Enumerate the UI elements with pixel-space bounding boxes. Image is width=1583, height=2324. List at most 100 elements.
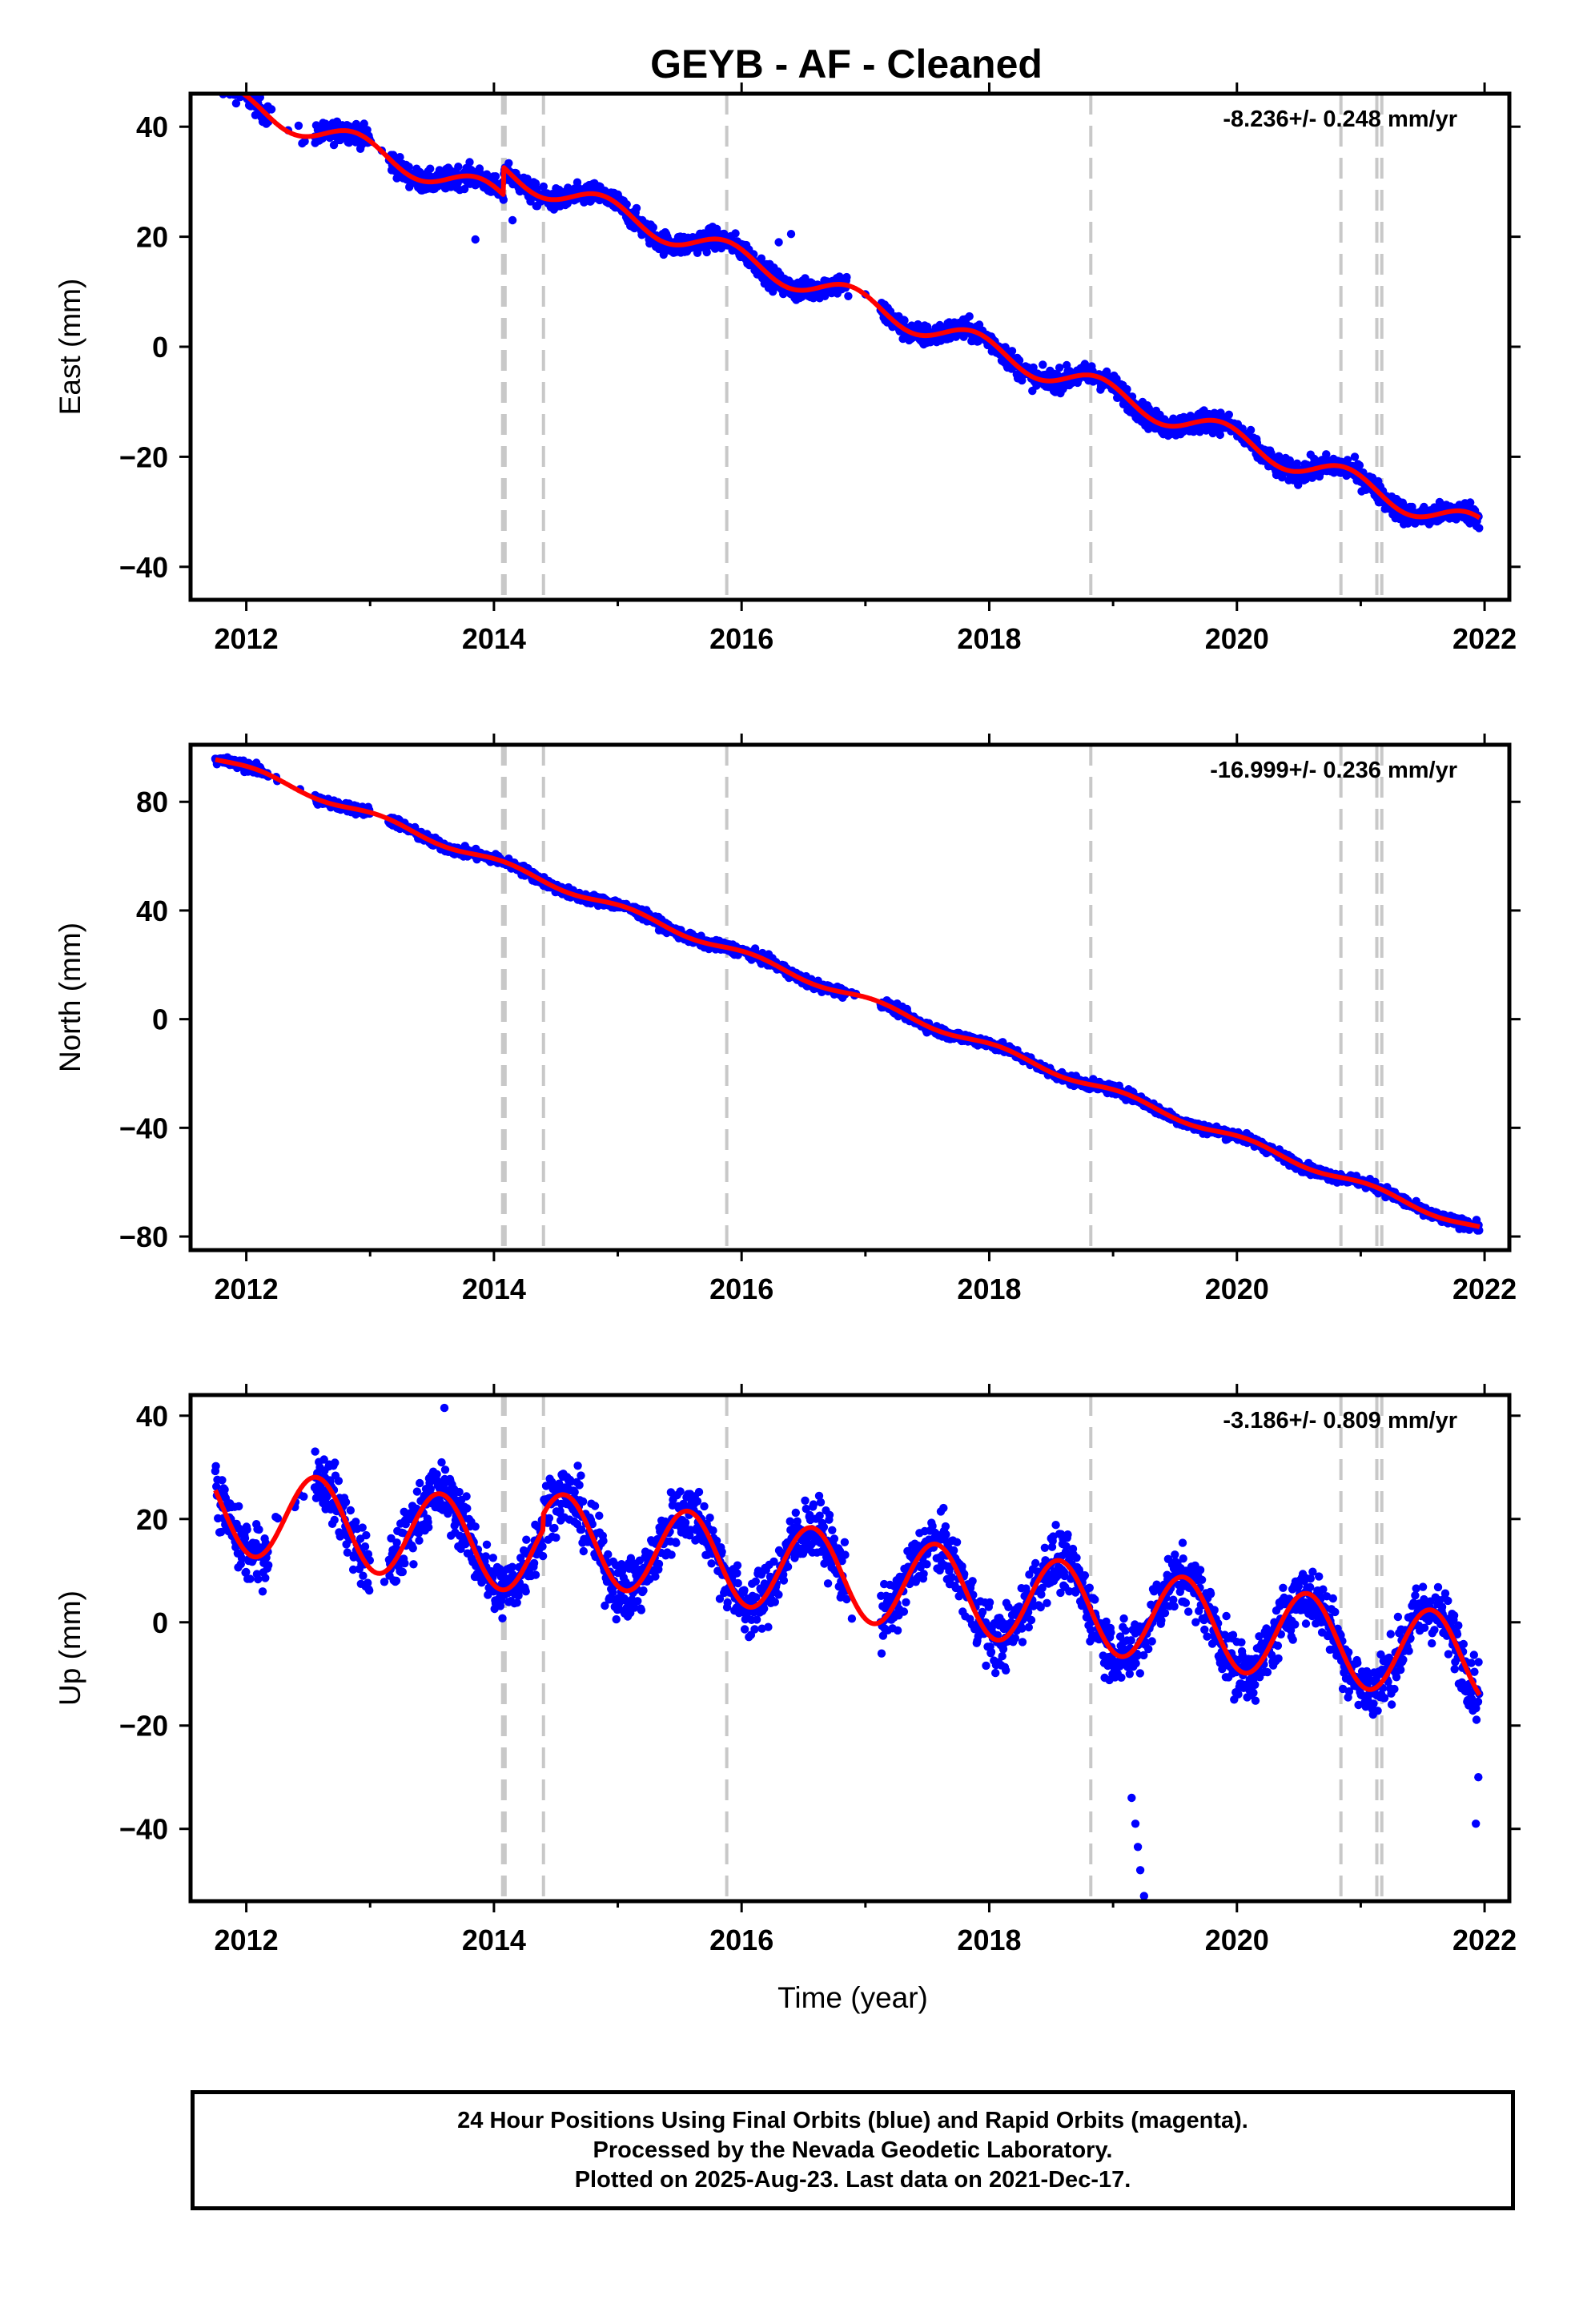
up-point xyxy=(240,1534,250,1542)
east-point xyxy=(844,292,853,300)
up-point xyxy=(358,1523,367,1532)
up-data-points xyxy=(211,1403,1484,1900)
up-point xyxy=(360,1542,370,1551)
east-point xyxy=(229,82,237,90)
east-rate-label: -8.236+/- 0.248 mm/yr xyxy=(1223,107,1457,132)
east-model-curve xyxy=(239,94,1482,521)
east-point xyxy=(404,163,413,171)
north-y-axis-label: North (mm) xyxy=(54,923,86,1072)
east-point xyxy=(232,80,240,88)
east-point xyxy=(215,82,223,90)
east-point xyxy=(499,195,508,204)
east-point xyxy=(1294,480,1303,489)
east-point xyxy=(842,272,851,282)
east-y-tick-label: 0 xyxy=(152,331,168,364)
up-point xyxy=(398,1567,407,1577)
east-point xyxy=(300,137,309,146)
east-point xyxy=(227,70,235,78)
east-x-tick-label: 2012 xyxy=(215,622,279,655)
up-point xyxy=(424,1523,433,1532)
east-point xyxy=(1208,428,1217,438)
east-point xyxy=(1350,452,1360,461)
east-y-tick-label: −20 xyxy=(119,440,168,473)
east-point xyxy=(504,159,513,167)
east-point xyxy=(1014,356,1024,365)
up-point xyxy=(352,1518,360,1526)
east-point-outlier xyxy=(786,230,796,239)
east-x-tick-label: 2020 xyxy=(1205,622,1269,655)
east-point xyxy=(965,312,974,321)
up-point xyxy=(440,1466,450,1474)
east-point xyxy=(217,79,225,87)
east-point xyxy=(222,80,230,88)
east-y-tick-label: 20 xyxy=(136,221,168,254)
east-point xyxy=(219,83,227,91)
up-point xyxy=(264,1561,273,1570)
east-point xyxy=(223,79,231,87)
east-point xyxy=(1039,360,1047,369)
up-point xyxy=(400,1558,409,1568)
up-point xyxy=(218,1476,227,1485)
east-point xyxy=(212,75,220,83)
east-point-outlier xyxy=(508,215,517,225)
up-point xyxy=(362,1530,371,1540)
east-point xyxy=(213,83,221,91)
east-y-tick-label: −40 xyxy=(119,551,168,584)
east-point xyxy=(1055,364,1064,372)
east-point xyxy=(267,105,276,114)
up-point xyxy=(330,1515,339,1525)
east-point xyxy=(396,153,404,162)
east-point xyxy=(460,184,469,194)
east-point xyxy=(211,78,219,86)
north-x-tick-label: 2020 xyxy=(1205,1273,1269,1305)
east-point xyxy=(1080,360,1090,368)
east-point xyxy=(1215,430,1225,440)
east-y-axis-label: East (mm) xyxy=(54,279,86,416)
north-x-tick-label: 2022 xyxy=(1452,1273,1517,1305)
north-break-lines xyxy=(500,745,1384,1250)
east-point xyxy=(1343,456,1352,464)
up-point xyxy=(243,1525,251,1534)
east-point xyxy=(454,163,463,171)
east-point xyxy=(216,77,224,85)
east-point xyxy=(228,77,236,85)
north-x-tick-label: 2012 xyxy=(215,1273,279,1305)
up-point xyxy=(455,1487,464,1497)
east-point xyxy=(491,172,500,181)
east-point xyxy=(388,151,398,159)
east-point xyxy=(1246,425,1256,435)
up-point xyxy=(392,1538,401,1547)
east-point xyxy=(218,83,226,91)
east-point xyxy=(220,82,228,90)
east-x-tick-label: 2016 xyxy=(709,622,773,655)
up-point xyxy=(408,1544,417,1553)
north-x-tick-label: 2014 xyxy=(462,1273,526,1305)
east-model-line xyxy=(239,94,1482,521)
east-point xyxy=(231,99,241,108)
east-data-points xyxy=(211,70,1484,533)
east-point xyxy=(230,81,238,89)
north-y-tick-label: 80 xyxy=(136,786,168,818)
north-x-tick-label: 2016 xyxy=(709,1273,773,1305)
north-y-tick-label: 0 xyxy=(152,1003,168,1036)
up-point xyxy=(255,1525,263,1534)
up-point xyxy=(254,1574,263,1584)
east-point xyxy=(426,164,435,173)
east-point xyxy=(632,203,641,213)
up-point xyxy=(311,1447,319,1456)
east-point xyxy=(221,82,229,90)
east-y-tick-label: 40 xyxy=(136,111,168,143)
east-point xyxy=(225,81,233,89)
up-point xyxy=(437,1458,446,1467)
east-point xyxy=(360,119,368,128)
east-point xyxy=(649,223,657,232)
north-y-tick-label: −80 xyxy=(119,1220,168,1253)
east-y-ticks: −40 −20 0 20 40 xyxy=(119,111,1521,584)
east-point xyxy=(238,82,246,90)
up-point xyxy=(261,1574,270,1582)
east-point xyxy=(1275,452,1284,460)
east-point xyxy=(622,200,631,209)
east-break-lines xyxy=(500,94,1384,600)
